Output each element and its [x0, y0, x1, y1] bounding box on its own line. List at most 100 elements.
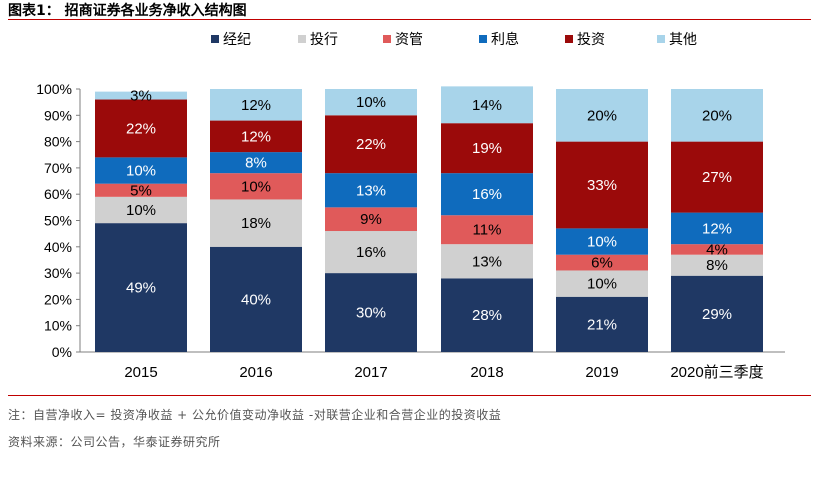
data-label: 10%	[587, 276, 617, 293]
data-label: 3%	[130, 88, 152, 105]
data-label: 12%	[241, 128, 271, 145]
data-label: 10%	[126, 163, 156, 180]
data-label: 8%	[706, 257, 728, 274]
bar-segment	[95, 99, 187, 158]
bar-segment	[556, 228, 648, 255]
data-label: 30%	[356, 305, 386, 322]
y-tick-label: 30%	[44, 265, 72, 281]
x-tick-label: 2015	[124, 364, 157, 381]
data-label: 10%	[587, 234, 617, 251]
data-label: 16%	[356, 244, 386, 261]
data-label: 19%	[472, 140, 502, 157]
legend: 经纪 投行 资管 利息 投资 其他	[211, 31, 697, 48]
figure-source: 资料来源：公司公告，华泰证券研究所	[8, 435, 221, 449]
data-label: 40%	[241, 291, 271, 308]
footer-rule	[8, 395, 811, 396]
bar-segment	[210, 152, 302, 174]
data-label: 33%	[587, 177, 617, 194]
figure-title: 图表1： 招商证券各业务净收入结构图	[8, 3, 247, 19]
bar-segment	[556, 254, 648, 271]
x-tick-label: 2019	[585, 364, 618, 381]
bar-segment	[210, 199, 302, 247]
legend-label: 经纪	[223, 32, 251, 48]
bar-segment	[556, 89, 648, 142]
data-label: 22%	[126, 120, 156, 137]
data-label: 6%	[591, 255, 613, 272]
bar-segment	[95, 183, 187, 197]
bar-segment	[671, 141, 763, 213]
legend-label: 资管	[395, 32, 423, 48]
bar-segment	[441, 244, 533, 279]
data-label: 8%	[245, 155, 267, 172]
y-tick-label: 90%	[44, 107, 72, 123]
bar-segment	[325, 115, 417, 174]
legend-label: 投资	[577, 32, 605, 48]
y-tick-label: 100%	[36, 81, 72, 97]
bar-segment	[325, 273, 417, 352]
bar-segment	[95, 91, 187, 100]
bar-segment	[210, 89, 302, 121]
legend-swatch	[657, 35, 665, 43]
bar-segment	[556, 141, 648, 229]
y-tick-label: 40%	[44, 239, 72, 255]
bar-segment	[325, 173, 417, 208]
y-tick-label: 50%	[44, 213, 72, 229]
data-label: 12%	[702, 220, 732, 237]
y-tick-label: 20%	[44, 291, 72, 307]
data-label: 10%	[241, 178, 271, 195]
x-tick-label: 2016	[239, 364, 272, 381]
data-label: 9%	[360, 211, 382, 228]
data-label: 4%	[706, 241, 728, 258]
y-tick-label: 80%	[44, 134, 72, 150]
data-label: 28%	[472, 307, 502, 324]
bar-segment	[441, 86, 533, 124]
bar-segment	[210, 246, 302, 352]
bar-segment	[95, 223, 187, 352]
title-rule	[8, 19, 811, 20]
data-label: 18%	[241, 215, 271, 232]
legend-swatch	[479, 35, 487, 43]
bar-segment	[325, 207, 417, 232]
figure-note: 注：自营净收入= 投资净收益 + 公允价值变动净收益 -对联营企业和合营企业的投…	[8, 408, 502, 422]
bar-segment	[210, 173, 302, 200]
data-label: 5%	[130, 182, 152, 199]
bar-segment	[441, 123, 533, 174]
data-label: 10%	[356, 94, 386, 111]
bar-segment	[325, 89, 417, 116]
bar-segment	[441, 173, 533, 216]
y-tick-label: 10%	[44, 318, 72, 334]
bar-segment	[95, 157, 187, 184]
data-label: 22%	[356, 136, 386, 153]
x-axis: 2015 2016 2017 2018 2019 2020前三季度	[80, 351, 785, 381]
bar-segment	[671, 254, 763, 276]
legend-swatch	[298, 35, 306, 43]
bar-segment	[556, 270, 648, 297]
x-tick-label: 2018	[470, 364, 503, 381]
legend-label: 投行	[310, 32, 338, 48]
y-tick-label: 70%	[44, 160, 72, 176]
y-tick-label: 60%	[44, 186, 72, 202]
data-label: 13%	[472, 253, 502, 270]
x-tick-label: 2017	[354, 364, 387, 381]
legend-swatch	[565, 35, 573, 43]
bar-segment	[325, 231, 417, 274]
bar-segment	[441, 215, 533, 245]
x-tick-label: 2020前三季度	[670, 364, 763, 381]
legend-label: 其他	[669, 32, 697, 48]
y-axis: 0% 10% 20% 30% 40% 50% 60% 70% 80% 90% 100%	[36, 81, 81, 360]
y-tick-label: 0%	[52, 344, 72, 360]
data-label: 21%	[587, 316, 617, 333]
data-label: 27%	[702, 169, 732, 186]
bar-segment	[95, 196, 187, 224]
bar-segment	[556, 296, 648, 352]
bars: 49% 10% 5% 10% 22% 3% 40% 18% 10% 8% 12% 12% 30% 16% 9…	[95, 86, 763, 352]
data-label: 14%	[472, 97, 502, 114]
data-label: 16%	[472, 186, 502, 203]
bar-segment	[671, 244, 763, 255]
bar-segment	[671, 89, 763, 142]
bar-segment	[210, 120, 302, 153]
data-label: 20%	[702, 107, 732, 124]
data-label: 11%	[473, 222, 502, 239]
legend-swatch	[383, 35, 391, 43]
